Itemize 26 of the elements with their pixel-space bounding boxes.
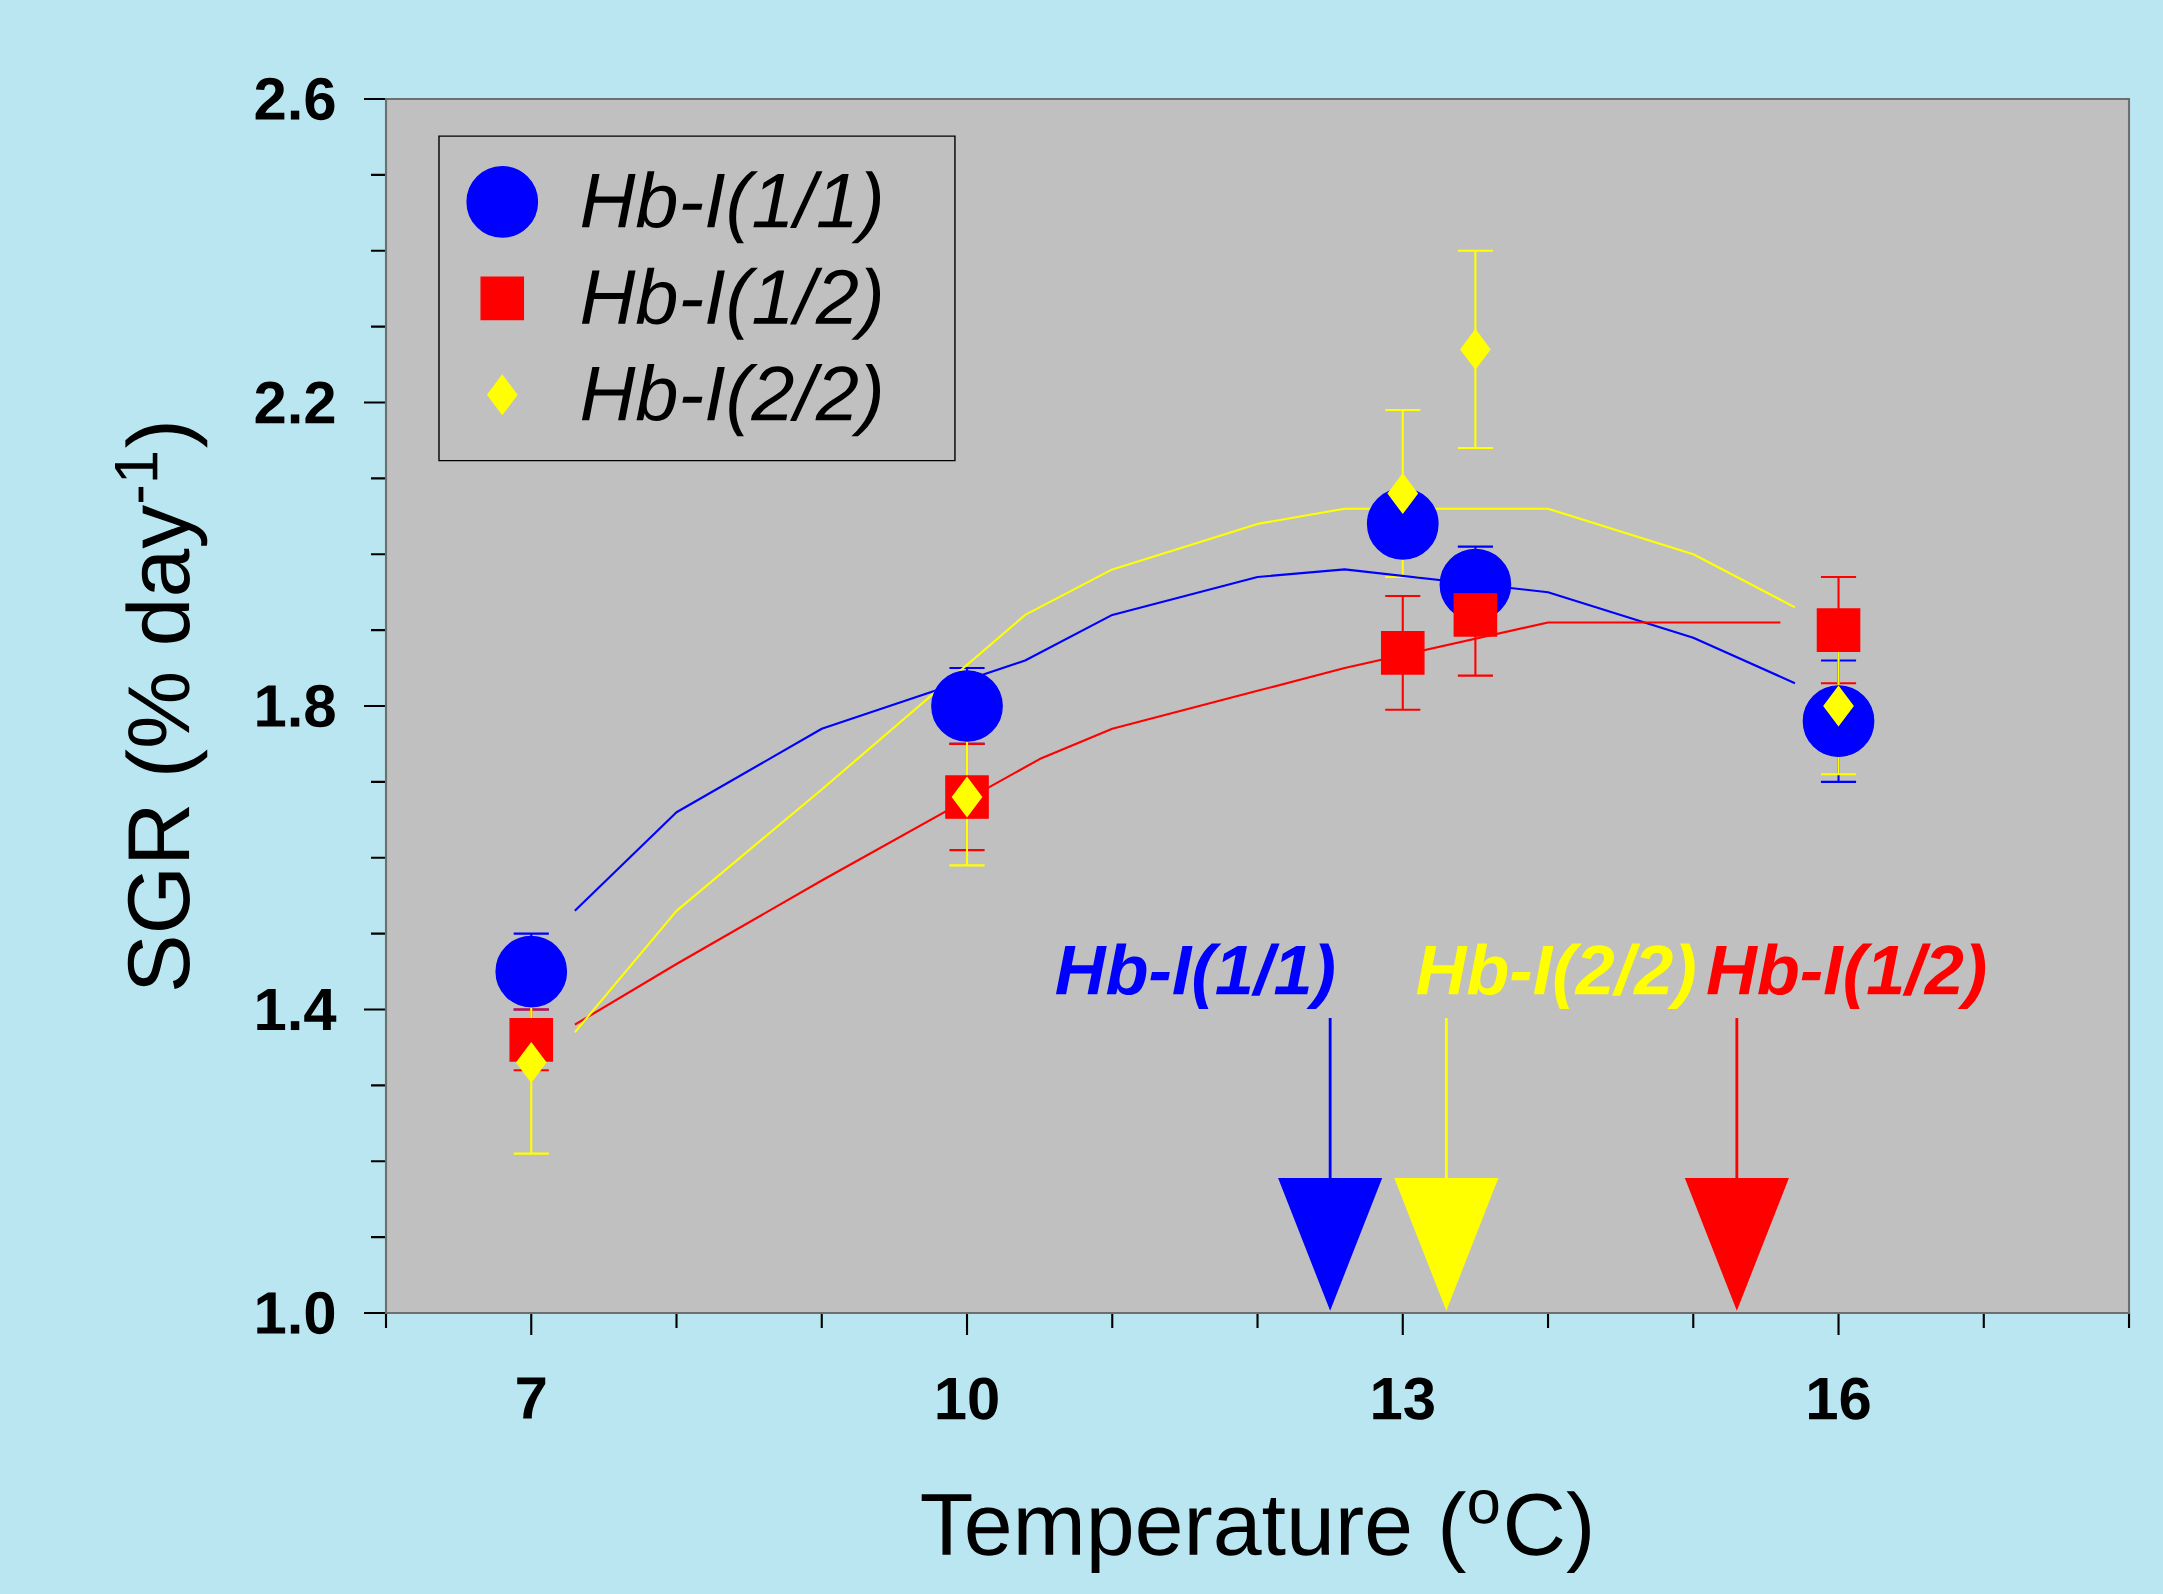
point — [1816, 608, 1861, 652]
y-tick-label: 2.6 — [255, 77, 335, 121]
legend-label: Hb-I(1/2) — [581, 267, 881, 340]
point — [931, 670, 1003, 742]
x-tick-label: 10 — [937, 1377, 998, 1420]
point — [1380, 631, 1425, 675]
x-tick-label: 16 — [1809, 1377, 1870, 1420]
point — [951, 777, 983, 818]
x-tick-label: 7 — [517, 1377, 546, 1419]
y-tick-label: 1.0 — [257, 1291, 335, 1335]
ref-line-label: Hb-I(1/2) — [1707, 943, 1986, 1009]
point — [495, 935, 568, 1008]
point — [516, 1042, 547, 1083]
ref-line-label: Hb-I(2/2) — [1416, 943, 1695, 1009]
legend-label: Hb-I(1/1) — [581, 171, 881, 244]
point — [1453, 593, 1498, 637]
x-axis-title: Temperature ($^{o}$C) — [921, 1489, 1590, 1574]
point — [1387, 473, 1418, 514]
legend-label: Hb-I(2/2) — [581, 364, 881, 437]
ref-line-label: Hb-I(1/1) — [1055, 943, 1334, 1009]
y-axis-title: SGR (% day$^{-1}$) — [115, 424, 208, 990]
y-tick-label: 1.8 — [257, 684, 335, 728]
point — [1460, 329, 1491, 370]
x-tick-label: 13 — [1373, 1377, 1434, 1420]
y-tick-label: 1.4 — [257, 988, 337, 1031]
y-tick-label: 2.2 — [255, 381, 335, 424]
